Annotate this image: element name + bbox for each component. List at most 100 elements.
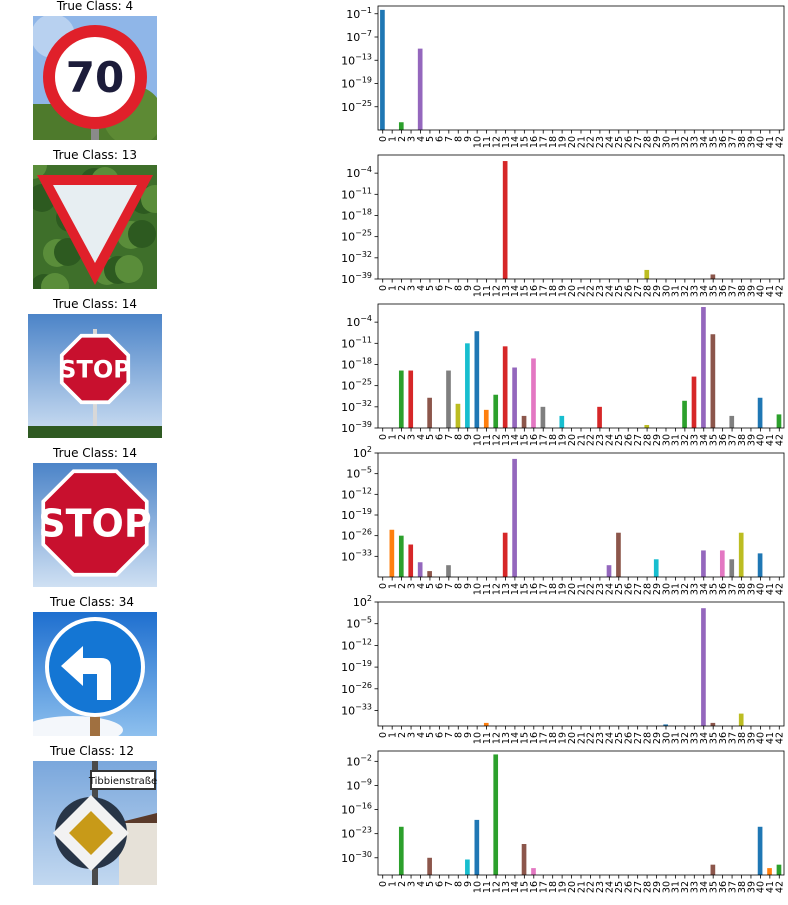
x-tick-label: 18 [548,136,559,148]
x-tick-label: 9 [463,434,474,440]
x-tick-label: 37 [727,583,738,595]
stop-large-sign-icon: STOP [33,463,157,587]
y-tick-label: 10−39 [341,271,372,286]
y-tick-label: 10−4 [346,314,372,329]
x-tick-label: 16 [529,434,540,446]
y-tick-label: 10−4 [346,165,372,180]
x-tick-label: 26 [624,583,635,595]
x-tick-label: 0 [378,881,389,887]
bar-class-5 [427,857,432,875]
x-tick-label: 11 [482,285,493,297]
sign-photo: STOP [33,463,157,587]
x-tick-label: 17 [539,881,550,893]
bar-class-7 [446,370,451,428]
row-title: True Class: 14 [53,446,137,460]
x-tick-label: 24 [605,136,616,148]
x-tick-label: 42 [775,881,786,893]
y-tick-label: 102 [353,594,372,609]
x-tick-label: 37 [727,136,738,148]
x-tick-label: 38 [737,881,748,893]
x-tick-label: 10 [472,881,483,893]
x-tick-label: 13 [501,434,512,446]
x-tick-label: 40 [756,285,767,297]
x-tick-label: 12 [491,434,502,446]
x-tick-label: 11 [482,434,493,446]
x-tick-label: 40 [756,732,767,744]
x-tick-label: 16 [529,583,540,595]
x-tick-label: 21 [576,136,587,148]
x-tick-label: 27 [633,285,644,297]
y-tick-label: 10−18 [341,207,372,222]
x-tick-label: 2 [397,285,408,291]
bar-class-19 [559,415,565,428]
bar-class-24 [606,565,612,577]
x-tick-label: 30 [661,881,672,893]
x-tick-label: 42 [775,583,786,595]
bar-class-10 [474,331,480,428]
x-tick-label: 29 [652,732,663,744]
x-tick-label: 28 [642,136,653,148]
x-tick-label: 36 [718,136,729,148]
x-tick-label: 4 [416,136,427,142]
bar-class-2 [398,122,404,130]
x-tick-label: 5 [425,881,436,887]
x-tick-label: 38 [737,732,748,744]
x-tick-label: 19 [557,732,568,744]
x-tick-label: 29 [652,136,663,148]
x-tick-label: 34 [699,881,710,893]
x-tick-label: 15 [520,136,531,148]
x-tick-label: 7 [444,583,455,589]
x-tick-label: 22 [586,583,597,595]
x-tick-label: 36 [718,732,729,744]
bar-class-4 [417,48,423,131]
x-tick-label: 0 [378,434,389,440]
bar-class-1 [389,529,395,577]
bar-class-5 [427,571,432,577]
x-tick-label: 30 [661,732,672,744]
x-tick-label: 30 [661,583,672,595]
x-tick-label: 1 [387,881,398,887]
x-tick-label: 35 [708,434,719,446]
y-tick-label: 10−2 [346,753,372,768]
y-tick-label: 10−25 [341,229,372,244]
x-tick-label: 14 [510,583,521,595]
x-tick-label: 5 [425,285,436,291]
x-tick-label: 4 [416,434,427,440]
bar-class-14 [512,458,517,577]
x-tick-label: 11 [482,136,493,148]
x-tick-label: 2 [397,583,408,589]
bar-class-13 [502,346,508,428]
bar-class-13 [502,161,508,279]
x-tick-label: 25 [614,434,625,446]
y-tick-label: 10−19 [341,659,372,674]
y-tick-label: 10−9 [346,777,372,792]
x-tick-label: 34 [699,732,710,744]
x-tick-label: 22 [586,285,597,297]
x-tick-label: 20 [567,434,578,446]
bar-class-36 [719,550,725,577]
bar-class-2 [398,535,404,577]
x-tick-label: 26 [624,434,635,446]
x-tick-label: 40 [756,583,767,595]
x-tick-label: 7 [444,136,455,142]
bar-class-2 [398,370,404,428]
bar-class-38 [738,532,744,577]
x-tick-label: 10 [472,434,483,446]
sign-photo [33,612,157,736]
x-tick-label: 1 [387,732,398,738]
x-tick-label: 31 [671,732,682,744]
speed-limit-text: 70 [66,53,124,102]
x-tick-label: 6 [435,136,446,142]
x-tick-label: 10 [472,583,483,595]
bar-class-9 [465,859,470,875]
x-tick-label: 27 [633,434,644,446]
x-tick-label: 8 [454,732,465,738]
bar-class-12 [493,754,499,875]
yield-sign-icon [33,165,157,289]
bar-class-35 [710,334,716,428]
x-tick-label: 40 [756,881,767,893]
x-tick-label: 26 [624,881,635,893]
probability-chart: 10−410−1110−1810−2510−3210−3901234567891… [341,154,786,297]
x-tick-label: 35 [708,285,719,297]
bar-class-29 [653,559,659,577]
